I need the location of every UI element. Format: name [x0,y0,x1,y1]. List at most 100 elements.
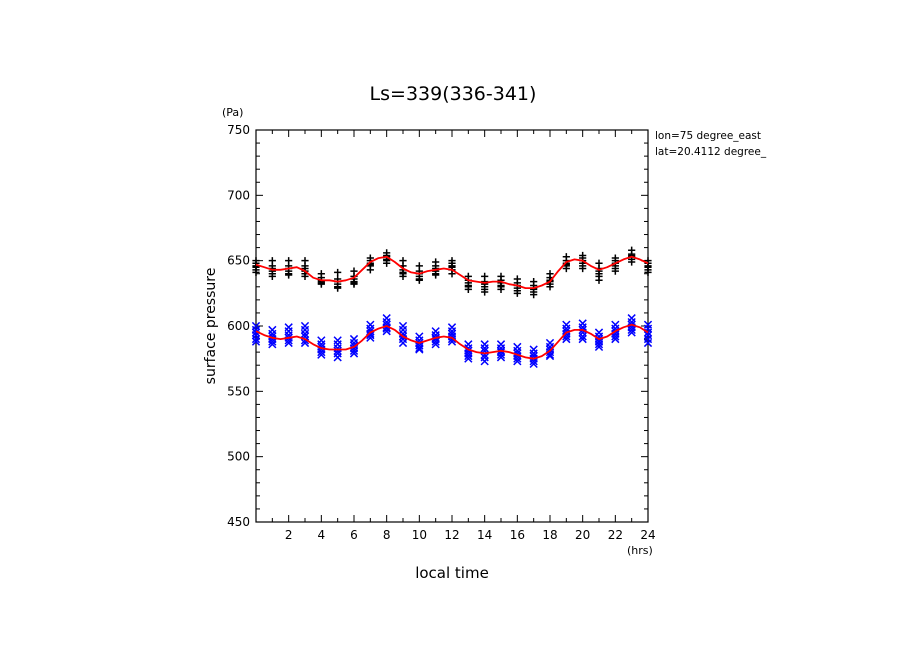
plus-marker [350,280,358,288]
cross-marker [594,340,604,349]
y-tick-label: 550 [227,384,250,398]
cross-marker [496,340,506,349]
cross-marker [529,345,538,354]
cross-marker [349,334,359,344]
plus-marker [628,258,636,266]
cross-marker [251,334,261,344]
cross-marker [627,328,636,337]
plus-marker [595,276,603,284]
cross-marker [578,319,587,328]
x-tick-label: 14 [477,528,492,542]
cross-marker [398,338,408,348]
cross-marker [594,342,604,352]
cross-marker [300,325,310,335]
plus-marker [579,264,587,273]
y-axis-unit: (Pa) [222,106,243,119]
y-tick-label: 500 [227,450,250,464]
cross-marker [627,325,636,335]
plus-marker [366,266,374,274]
plus-marker [432,271,440,279]
y-axis-label: surface pressure [203,268,219,385]
x-tick-label: 20 [575,528,590,542]
cross-marker [333,346,342,355]
cross-marker [578,334,587,344]
cross-marker [464,340,473,349]
cross-marker [366,331,375,340]
y-tick-label: 600 [227,319,250,333]
cross-marker [643,338,653,348]
y-tick-label: 700 [227,188,250,202]
cross-marker [513,357,522,366]
plus-marker [530,291,538,299]
cross-marker [447,323,457,332]
plus-marker [497,285,505,294]
cross-marker [366,320,375,329]
cross-marker [284,323,293,332]
cross-marker [398,321,408,331]
cross-marker [545,338,555,348]
cross-marker [415,332,424,341]
cross-marker [431,340,440,349]
cross-marker [300,329,310,338]
x-tick-label: 24 [640,528,655,542]
cross-marker [251,337,261,346]
x-tick-label: 6 [350,528,358,542]
cross-marker [513,342,522,352]
plus-marker [285,271,293,279]
cross-marker [529,359,538,369]
cross-marker [268,340,277,349]
plus-marker [334,284,342,292]
cross-marker [349,349,359,358]
plus-marker [644,268,652,277]
cross-marker [317,350,326,359]
plus-marker [301,272,309,280]
cross-marker [415,344,424,353]
cross-marker [562,334,571,344]
cross-marker [333,336,342,345]
cross-marker [382,314,391,323]
plus-marker [481,288,489,296]
cross-marker [480,340,489,349]
cross-marker [317,348,326,357]
x-tick-label: 12 [444,528,459,542]
x-axis-label: local time [415,564,489,582]
y-tick-label: 750 [227,123,250,137]
y-tick-label: 650 [227,254,250,268]
cross-marker [611,334,620,344]
plus-marker [268,272,276,280]
plot-frame [255,129,649,523]
plus-marker [317,280,325,288]
x-axis-unit: (hrs) [627,544,653,557]
cross-marker [611,320,620,329]
x-tick-label: 16 [510,528,525,542]
plus-marker [562,264,570,273]
chart-title: Ls=339(336-341) [370,83,537,105]
cross-marker [300,321,310,331]
plus-marker [383,259,391,267]
cross-marker [464,354,473,363]
x-tick-label: 8 [383,528,391,542]
cross-marker [496,353,506,362]
x-tick-label: 4 [318,528,326,542]
cross-marker [317,336,326,345]
cross-marker [268,337,277,346]
cross-marker [415,345,424,354]
plus-marker [464,285,472,294]
x-tick-label: 2 [285,528,293,542]
plus-marker [334,268,342,277]
cross-marker [480,344,489,353]
cross-marker [398,325,408,335]
cross-marker [284,338,293,348]
plus-marker [611,267,619,275]
x-tick-label: 18 [542,528,557,542]
plus-marker [448,270,456,278]
y-tick-label: 450 [227,515,250,529]
plus-marker [252,268,260,277]
cross-marker [594,328,604,337]
plus-marker [546,283,554,291]
cross-marker [562,320,571,329]
plus-marker [513,289,521,297]
x-tick-label: 22 [608,528,623,542]
